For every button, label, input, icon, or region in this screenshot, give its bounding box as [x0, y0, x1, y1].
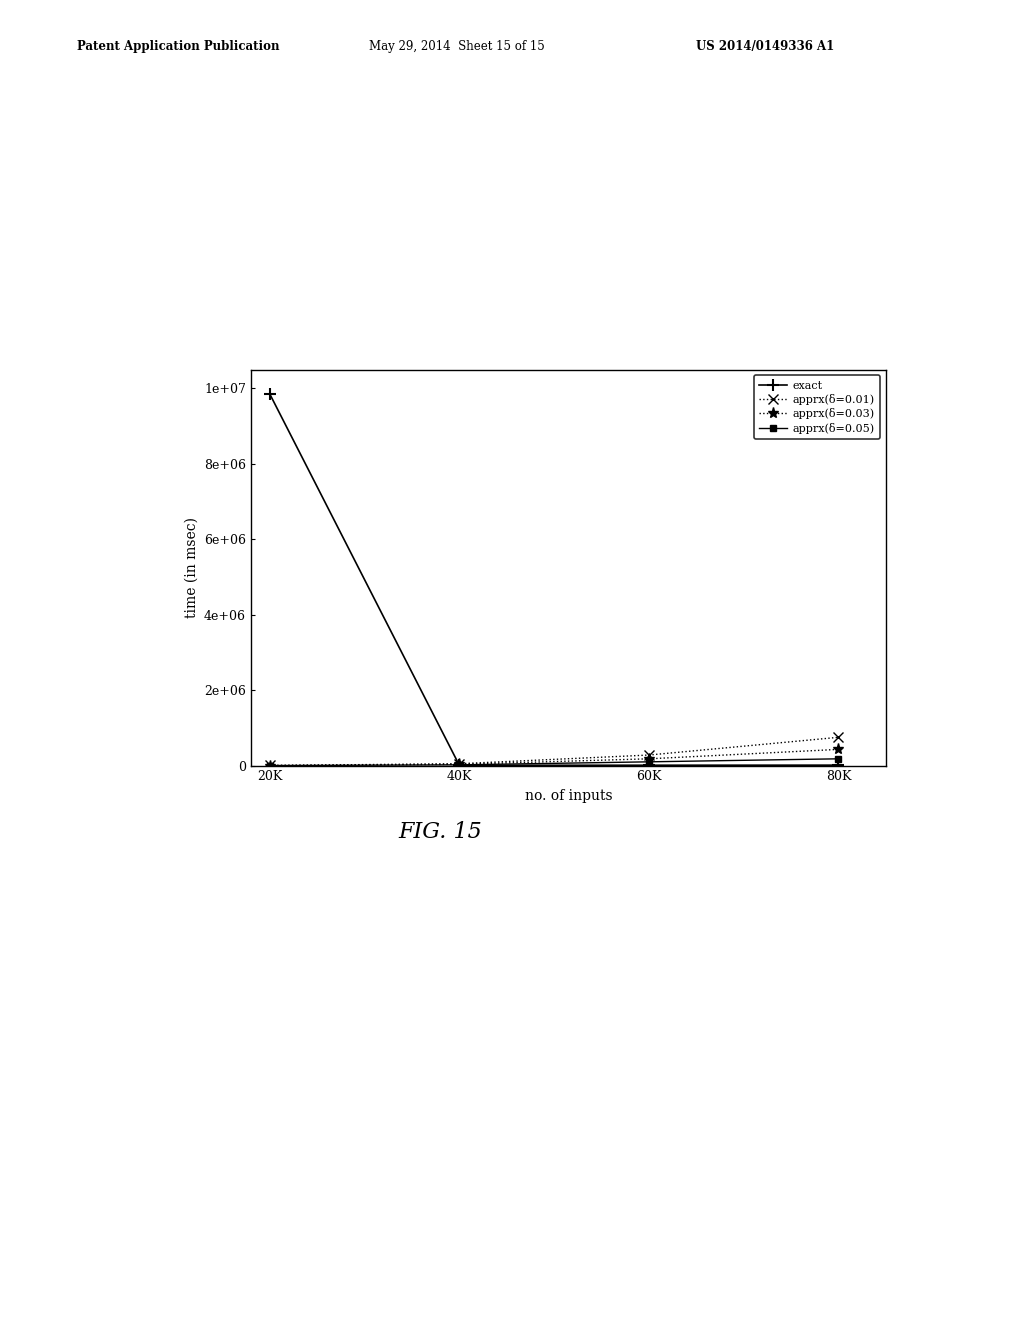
apprx(δ=0.05): [643, 754, 655, 770]
apprx(δ=0.01): [833, 730, 845, 746]
apprx(δ=0.03): [833, 742, 845, 758]
apprx(δ=0.05): [454, 756, 466, 772]
Line: exact: exact: [263, 388, 845, 772]
apprx(δ=0.01): [643, 747, 655, 763]
Text: US 2014/0149336 A1: US 2014/0149336 A1: [696, 40, 835, 53]
apprx(δ=0.01): [454, 756, 466, 772]
Y-axis label: time (in msec): time (in msec): [184, 517, 199, 618]
exact: [454, 758, 466, 774]
exact: [643, 758, 655, 774]
Text: FIG. 15: FIG. 15: [398, 821, 482, 843]
apprx(δ=0.03): [454, 756, 466, 772]
X-axis label: no. of inputs: no. of inputs: [524, 789, 612, 803]
apprx(δ=0.05): [264, 758, 276, 774]
Line: apprx(δ=0.03): apprx(δ=0.03): [264, 744, 844, 771]
apprx(δ=0.05): [833, 751, 845, 767]
exact: [264, 387, 276, 403]
Line: apprx(δ=0.01): apprx(δ=0.01): [265, 733, 843, 771]
apprx(δ=0.03): [264, 758, 276, 774]
apprx(δ=0.03): [643, 751, 655, 767]
exact: [833, 758, 845, 774]
apprx(δ=0.01): [264, 758, 276, 774]
Legend: exact, apprx(δ=0.01), apprx(δ=0.03), apprx(δ=0.05): exact, apprx(δ=0.01), apprx(δ=0.03), app…: [754, 375, 881, 440]
Line: apprx(δ=0.05): apprx(δ=0.05): [266, 755, 842, 770]
Text: May 29, 2014  Sheet 15 of 15: May 29, 2014 Sheet 15 of 15: [369, 40, 545, 53]
Text: Patent Application Publication: Patent Application Publication: [77, 40, 280, 53]
